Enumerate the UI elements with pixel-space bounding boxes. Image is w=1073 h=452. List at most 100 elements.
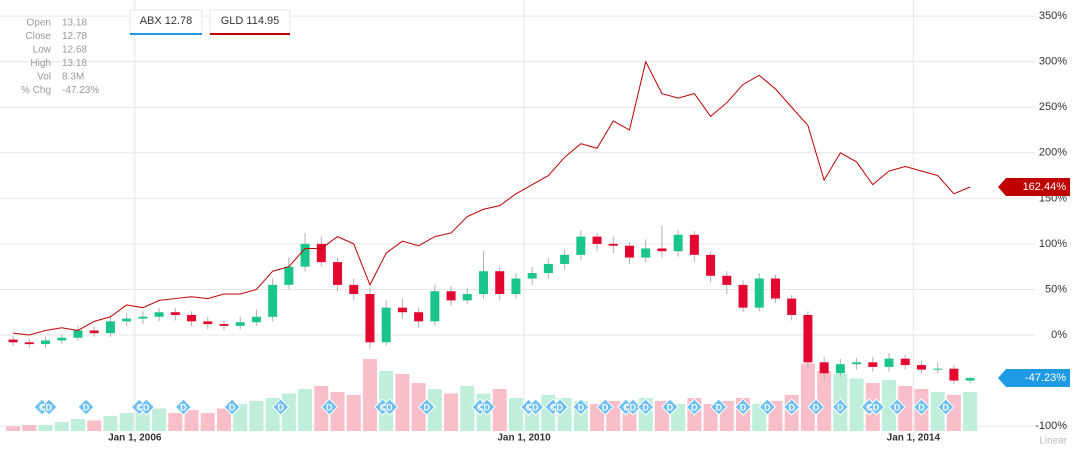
volume-bar bbox=[898, 386, 913, 431]
candle-body bbox=[397, 307, 407, 313]
volume-bar bbox=[395, 374, 410, 431]
candle-body bbox=[170, 312, 180, 315]
event-marker[interactable] bbox=[596, 398, 614, 416]
event-marker[interactable] bbox=[734, 398, 752, 416]
volume-bar bbox=[444, 393, 459, 431]
candle-body bbox=[949, 368, 959, 381]
x-tick-label: Jan 1, 2006 bbox=[108, 433, 162, 444]
candle-body bbox=[57, 337, 67, 341]
event-marker[interactable] bbox=[831, 398, 850, 416]
legend-label[interactable]: GLD 114.95 bbox=[221, 15, 280, 27]
volume-bar bbox=[930, 392, 945, 431]
volume-bar bbox=[379, 371, 394, 431]
lines bbox=[13, 60, 971, 336]
event-marker[interactable] bbox=[888, 398, 906, 416]
candle-body bbox=[738, 284, 748, 308]
volume-bar bbox=[54, 422, 69, 431]
volume-bar bbox=[87, 420, 102, 431]
event-marker[interactable] bbox=[572, 398, 590, 416]
volume-bar bbox=[963, 392, 978, 431]
candle-body bbox=[543, 263, 553, 274]
volume-bar bbox=[119, 413, 134, 431]
event-marker[interactable] bbox=[223, 398, 241, 416]
volume-bar bbox=[882, 380, 897, 431]
event-label: D bbox=[740, 402, 747, 412]
event-marker[interactable] bbox=[137, 398, 156, 416]
event-marker[interactable] bbox=[272, 398, 290, 416]
event-marker[interactable] bbox=[661, 398, 679, 416]
candle-body bbox=[41, 340, 51, 345]
event-label: D bbox=[642, 402, 649, 412]
event-marker[interactable] bbox=[320, 398, 339, 416]
candle-body bbox=[333, 262, 343, 285]
candle-body bbox=[511, 278, 521, 295]
event-marker[interactable] bbox=[551, 398, 569, 416]
event-marker[interactable] bbox=[380, 398, 399, 416]
event-marker[interactable] bbox=[624, 398, 642, 416]
event-marker[interactable] bbox=[685, 398, 704, 416]
last-value-tag bbox=[998, 369, 1070, 388]
info-label: Close bbox=[25, 31, 51, 42]
volume-bar bbox=[249, 401, 264, 431]
candle-body bbox=[933, 368, 943, 370]
candle-body bbox=[479, 271, 489, 295]
event-label: CD bbox=[380, 402, 393, 412]
candle-body bbox=[608, 243, 618, 246]
event-label: D bbox=[180, 402, 187, 412]
candle-body bbox=[316, 243, 326, 263]
volume-bar bbox=[849, 378, 864, 431]
event-marker[interactable] bbox=[637, 398, 655, 416]
info-value: 13.18 bbox=[62, 18, 87, 29]
candle-body bbox=[770, 278, 780, 299]
event-label: CD bbox=[136, 402, 149, 412]
scale-label[interactable]: Linear bbox=[1039, 436, 1067, 447]
volume-bar bbox=[817, 371, 832, 431]
event-marker[interactable] bbox=[478, 398, 496, 416]
legend-label[interactable]: ABX 12.78 bbox=[140, 15, 193, 27]
event-label: CD bbox=[526, 402, 539, 412]
candle-body bbox=[884, 358, 894, 367]
event-marker[interactable] bbox=[782, 398, 801, 416]
event-marker[interactable] bbox=[526, 398, 545, 416]
event-label: CD bbox=[477, 402, 490, 412]
candle-body bbox=[624, 245, 634, 258]
volume-bar bbox=[200, 413, 215, 431]
event-marker[interactable] bbox=[174, 398, 193, 416]
event-marker[interactable] bbox=[40, 398, 58, 416]
candle-body bbox=[122, 318, 132, 322]
info-label: % Chg bbox=[21, 85, 51, 96]
event-marker[interactable] bbox=[758, 398, 777, 416]
event-label: D bbox=[894, 402, 901, 412]
event-marker[interactable] bbox=[867, 398, 886, 416]
y-tick-label: 100% bbox=[1039, 238, 1067, 250]
event-marker[interactable] bbox=[418, 398, 436, 416]
event-label: D bbox=[788, 402, 795, 412]
event-label: CD bbox=[623, 402, 636, 412]
candle-body bbox=[349, 284, 359, 295]
event-label: D bbox=[326, 402, 333, 412]
event-label: D bbox=[578, 402, 585, 412]
candle-body bbox=[965, 378, 975, 381]
event-marker[interactable] bbox=[937, 398, 955, 416]
candle-body bbox=[592, 236, 602, 244]
event-marker[interactable] bbox=[807, 398, 825, 416]
legend-tab[interactable] bbox=[129, 9, 203, 35]
candle-body bbox=[138, 316, 148, 319]
events: CD D CD D D D D CD D CD CD CD D D CD D D D D D D D D D CD D D D bbox=[33, 398, 955, 416]
event-marker[interactable] bbox=[77, 398, 95, 416]
event-marker[interactable] bbox=[912, 398, 931, 416]
candle-body bbox=[381, 307, 391, 343]
volume-bar bbox=[216, 408, 231, 431]
info-label: Vol bbox=[37, 72, 51, 83]
legend-tab[interactable] bbox=[209, 9, 291, 35]
volume-bar bbox=[22, 425, 37, 431]
candle-body bbox=[187, 314, 197, 322]
y-tick-label: -100% bbox=[1035, 420, 1067, 432]
candle-body bbox=[787, 298, 797, 315]
volume-bar bbox=[152, 408, 167, 431]
candle-body bbox=[268, 284, 278, 317]
volume-bar bbox=[103, 416, 118, 431]
volume-bar bbox=[427, 389, 442, 431]
event-marker[interactable] bbox=[709, 398, 728, 416]
